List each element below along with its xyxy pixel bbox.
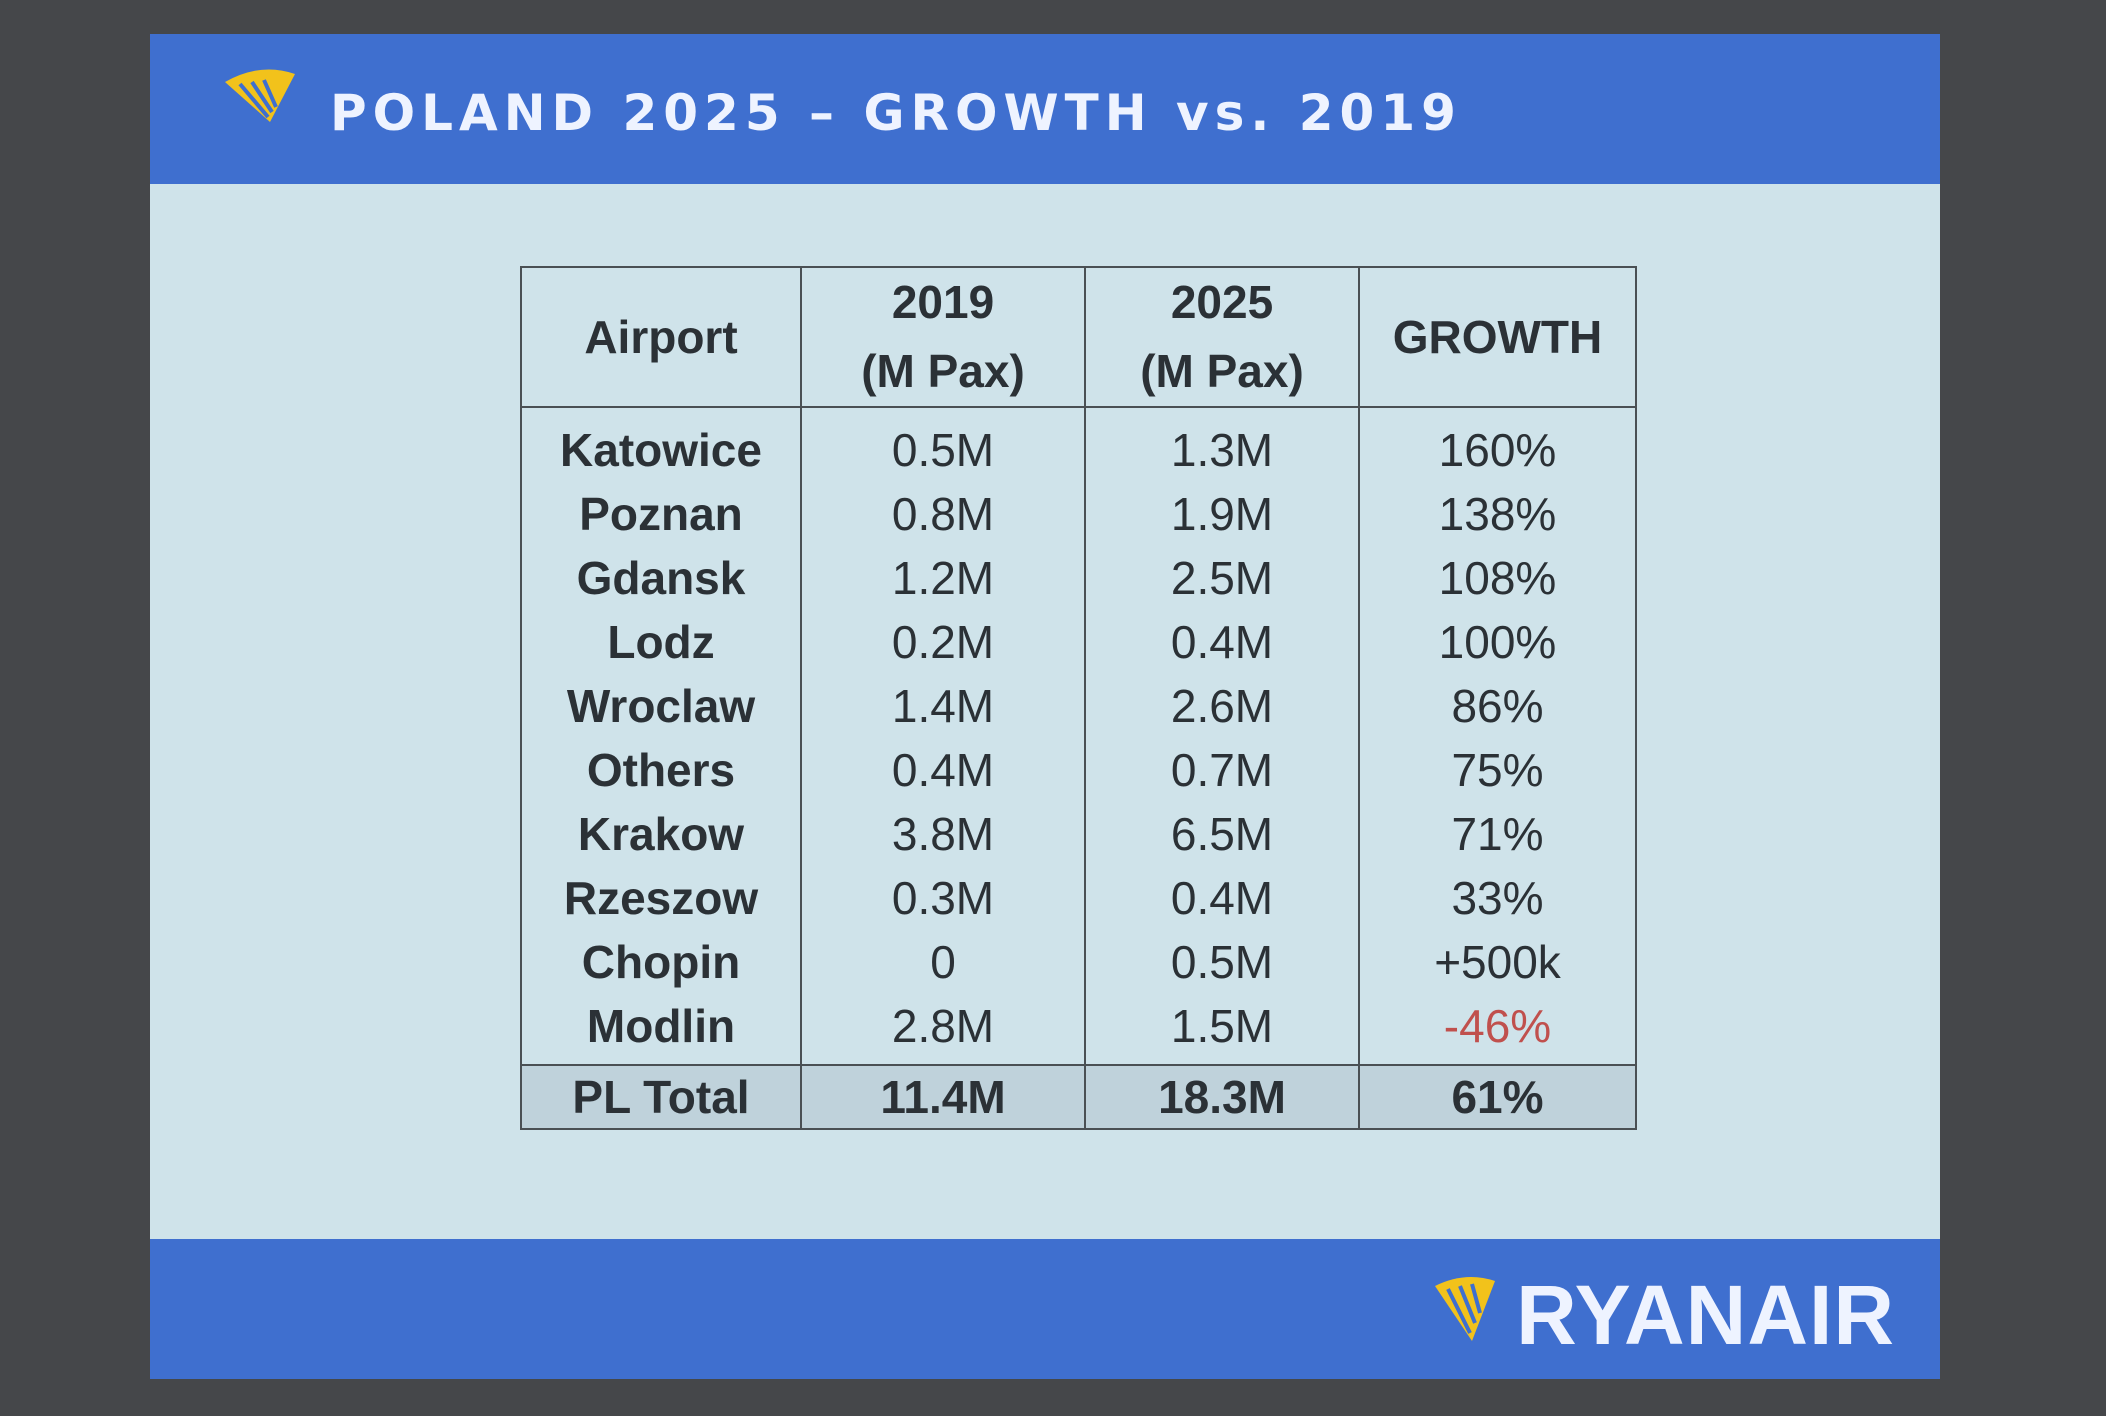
cell: Chopin bbox=[520, 930, 802, 994]
header-cell: GROWTH bbox=[1358, 266, 1637, 408]
slide: POLAND 2025 – GROWTH vs. 2019 Airport 201… bbox=[150, 34, 1940, 1379]
table-row: Rzeszow 0.3M 0.4M 33% bbox=[520, 866, 1637, 930]
cell: 1.2M bbox=[800, 546, 1086, 610]
logo-harp bbox=[225, 69, 295, 122]
cell: 0.5M bbox=[800, 407, 1086, 482]
cell: 3.8M bbox=[800, 802, 1086, 866]
table-row: Lodz 0.2M 0.4M 100% bbox=[520, 610, 1637, 674]
table-row: Poznan 0.8M 1.9M 138% bbox=[520, 482, 1637, 546]
total-cell: PL Total bbox=[520, 1064, 802, 1130]
cell: Modlin bbox=[520, 994, 802, 1065]
header-row: Airport 2019 (M Pax) 2025 (M Pax) GROWTH bbox=[520, 266, 1637, 408]
cell: 86% bbox=[1358, 674, 1637, 738]
cell: 2.8M bbox=[800, 994, 1086, 1065]
cell: Gdansk bbox=[520, 546, 802, 610]
cell: Lodz bbox=[520, 610, 802, 674]
logo-harp bbox=[1435, 1277, 1495, 1341]
table-row: Modlin 2.8M 1.5M -46% bbox=[520, 994, 1637, 1065]
cell: 1.9M bbox=[1084, 482, 1360, 546]
cell: 0.4M bbox=[1084, 610, 1360, 674]
cell: 0.2M bbox=[800, 610, 1086, 674]
cell: 0.5M bbox=[1084, 930, 1360, 994]
cell: 2.5M bbox=[1084, 546, 1360, 610]
cell: 0.4M bbox=[1084, 866, 1360, 930]
header-cell: Airport bbox=[520, 266, 802, 408]
header-line: (M Pax) bbox=[861, 345, 1025, 397]
header-line: 2019 bbox=[891, 276, 995, 328]
cell: 75% bbox=[1358, 738, 1637, 802]
header-line: 2025 bbox=[1170, 276, 1274, 328]
header-line: Airport bbox=[584, 310, 738, 363]
cell: 100% bbox=[1358, 610, 1637, 674]
cell: 0 bbox=[800, 930, 1086, 994]
total-cell: 18.3M bbox=[1084, 1064, 1360, 1130]
cell: 0.7M bbox=[1084, 738, 1360, 802]
total-cell: 11.4M bbox=[800, 1064, 1086, 1130]
cell: +500k bbox=[1358, 930, 1637, 994]
table-row: Others 0.4M 0.7M 75% bbox=[520, 738, 1637, 802]
cell: -46% bbox=[1358, 994, 1637, 1065]
cell: 0.3M bbox=[800, 866, 1086, 930]
table-body: Katowice 0.5M 1.3M 160% Poznan 0.8M 1.9M 138% Gd… bbox=[520, 407, 1637, 1065]
header-line: GROWTH bbox=[1392, 310, 1603, 363]
table-row: Gdansk 1.2M 2.5M 108% bbox=[520, 546, 1637, 610]
cell: 1.4M bbox=[800, 674, 1086, 738]
cell: 33% bbox=[1358, 866, 1637, 930]
cell: Krakow bbox=[520, 802, 802, 866]
cell: Katowice bbox=[520, 407, 802, 482]
table-row: Wroclaw 1.4M 2.6M 86% bbox=[520, 674, 1637, 738]
header-band: POLAND 2025 – GROWTH vs. 2019 bbox=[150, 34, 1940, 184]
table-row: Chopin 0 0.5M +500k bbox=[520, 930, 1637, 994]
cell: Rzeszow bbox=[520, 866, 802, 930]
data-table: Airport 2019 (M Pax) 2025 (M Pax) GROWTH Kato… bbox=[520, 266, 1637, 1130]
cell: 138% bbox=[1358, 482, 1637, 546]
header-cell: 2025 (M Pax) bbox=[1084, 266, 1360, 408]
brand: RYANAIR bbox=[1516, 1268, 1895, 1362]
cell: 1.3M bbox=[1084, 407, 1360, 482]
cell: 160% bbox=[1358, 407, 1637, 482]
table-row: Krakow 3.8M 6.5M 71% bbox=[520, 802, 1637, 866]
cell: 1.5M bbox=[1084, 994, 1360, 1065]
table-row: Katowice 0.5M 1.3M 160% bbox=[520, 407, 1637, 482]
header-line: (M Pax) bbox=[1140, 345, 1304, 397]
cell: 71% bbox=[1358, 802, 1637, 866]
cell: 0.4M bbox=[800, 738, 1086, 802]
cell: 6.5M bbox=[1084, 802, 1360, 866]
header-cell: 2019 (M Pax) bbox=[800, 266, 1086, 408]
cell: Others bbox=[520, 738, 802, 802]
cell: 2.6M bbox=[1084, 674, 1360, 738]
cell: Wroclaw bbox=[520, 674, 802, 738]
cell: 108% bbox=[1358, 546, 1637, 610]
total-cell: 61% bbox=[1358, 1064, 1637, 1130]
title: POLAND 2025 – GROWTH vs. 2019 bbox=[330, 84, 1462, 142]
total-row: PL Total 11.4M 18.3M 61% bbox=[520, 1064, 1637, 1130]
footer-band: RYANAIR bbox=[150, 1239, 1940, 1379]
cell: 0.8M bbox=[800, 482, 1086, 546]
cell: Poznan bbox=[520, 482, 802, 546]
